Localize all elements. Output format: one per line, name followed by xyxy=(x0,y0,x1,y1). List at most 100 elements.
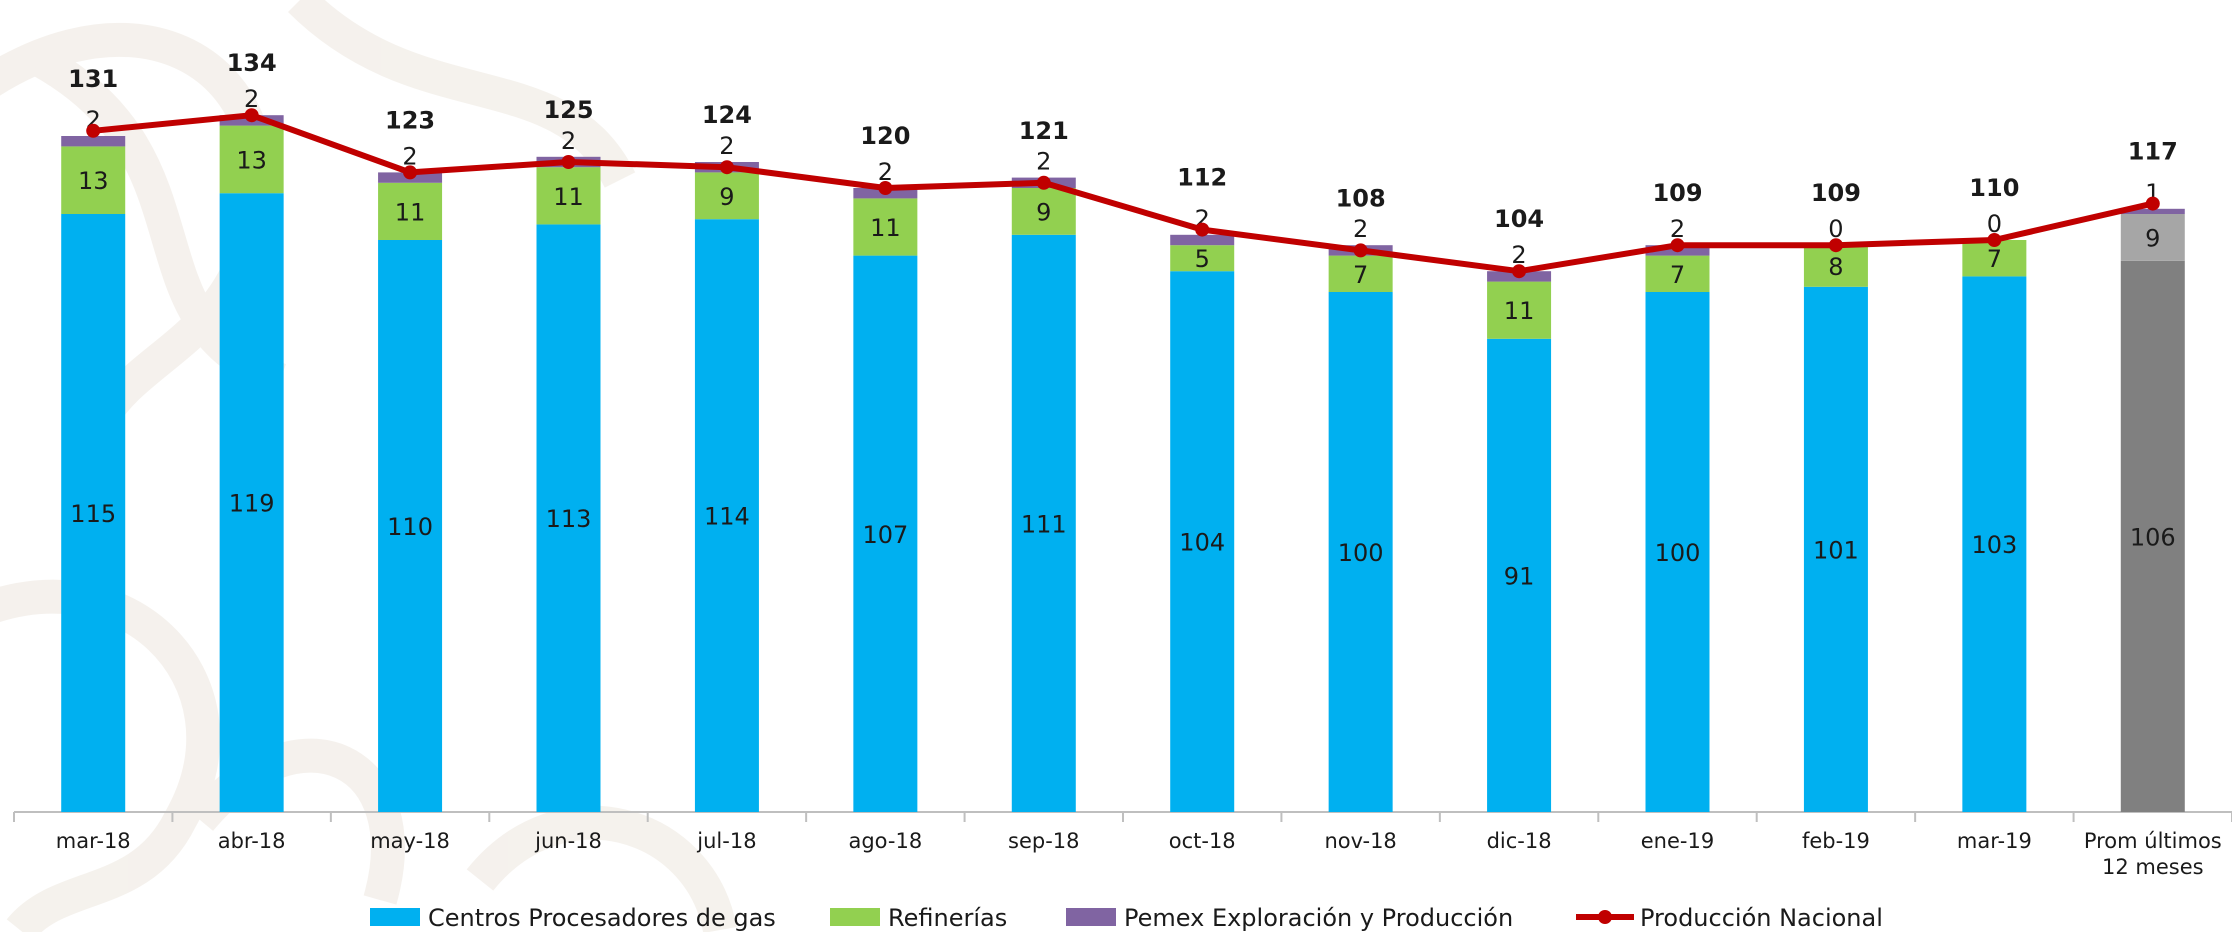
x-tick-label: ene-19 xyxy=(1641,829,1714,853)
total-value-label: 117 xyxy=(2128,138,2178,166)
legend-produccion-nacional-marker xyxy=(1598,910,1612,924)
x-tick-label: Prom últimos 12 meses xyxy=(2084,829,2222,879)
legend-pep: Pemex Exploración y Producción xyxy=(1066,904,1513,932)
total-value-label: 108 xyxy=(1336,184,1386,212)
pep-segment-13 xyxy=(2120,208,2185,214)
centros-procesadores-value-label: 101 xyxy=(1813,536,1859,564)
centros-procesadores-segment-8 xyxy=(1328,292,1393,812)
pep-value-label: 2 xyxy=(1511,241,1526,269)
centros-procesadores-value-label: 115 xyxy=(70,500,116,528)
refinerias-value-label: 9 xyxy=(719,183,734,211)
pep-segment-0 xyxy=(61,136,126,147)
refinerias-value-label: 13 xyxy=(236,146,267,174)
centros-procesadores-value-label: 107 xyxy=(862,521,908,549)
x-tick-label: ago-18 xyxy=(848,829,922,853)
refinerias-segment-3 xyxy=(536,167,601,225)
centros-procesadores-segment-3 xyxy=(536,224,601,812)
x-tick-label: jul-18 xyxy=(696,829,756,853)
centros-procesadores-segment-7 xyxy=(1170,271,1235,812)
x-tick-label: mar-19 xyxy=(1957,829,2032,853)
legend-centros-procesadores-label: Centros Procesadores de gas xyxy=(428,904,776,932)
x-tick-label: oct-18 xyxy=(1169,829,1236,853)
centros-procesadores-value-label: 100 xyxy=(1655,539,1701,567)
pep-value-label: 2 xyxy=(1670,215,1685,243)
refinerias-segment-8 xyxy=(1328,255,1393,292)
produccion-nacional-point xyxy=(719,160,734,175)
refinerias-segment-5 xyxy=(853,198,918,256)
legend-pep-swatch xyxy=(1066,908,1116,926)
produccion-nacional-point xyxy=(561,155,576,169)
centros-procesadores-segment-4 xyxy=(694,219,759,812)
legend-refinerias-swatch xyxy=(830,908,880,926)
total-value-label: 121 xyxy=(1019,117,1069,145)
total-value-label: 112 xyxy=(1177,164,1227,192)
centros-procesadores-value-label: 91 xyxy=(1504,562,1535,590)
x-tick-label: dic-18 xyxy=(1487,829,1552,853)
produccion-nacional-line xyxy=(92,112,2154,275)
refinerias-value-label: 5 xyxy=(1195,245,1210,273)
pep-value-label: 2 xyxy=(878,158,893,186)
refinerias-segment-2 xyxy=(378,182,443,240)
x-tick-label: feb-19 xyxy=(1802,829,1870,853)
produccion-nacional-point xyxy=(1353,243,1368,258)
produccion-nacional-point xyxy=(1195,222,1210,237)
pep-value-label: 0 xyxy=(1828,215,1843,243)
centros-procesadores-segment-5 xyxy=(853,255,918,813)
x-tick-label: sep-18 xyxy=(1008,829,1080,853)
centros-procesadores-value-label: 119 xyxy=(229,490,275,518)
x-tick-label: may-18 xyxy=(370,829,450,853)
legend-refinerias-label: Refinerías xyxy=(888,904,1007,932)
refinerias-value-label: 11 xyxy=(395,198,426,226)
refinerias-segment-10 xyxy=(1645,255,1710,292)
refinerias-value-label: 7 xyxy=(1353,261,1368,289)
refinerias-segment-7 xyxy=(1170,245,1235,272)
centros-procesadores-segment-1 xyxy=(219,193,284,812)
pep-segment-7 xyxy=(1170,234,1235,246)
pep-value-label: 2 xyxy=(1353,215,1368,243)
produccion-nacional-point xyxy=(1512,264,1527,279)
refinerias-value-label: 8 xyxy=(1828,253,1843,281)
total-value-label: 123 xyxy=(385,106,435,134)
total-value-label: 125 xyxy=(543,96,593,124)
produccion-nacional-point xyxy=(878,181,893,195)
centros-procesadores-segment-12 xyxy=(1962,276,2027,812)
pep-value-label: 2 xyxy=(244,85,259,113)
centros-procesadores-value-label: 103 xyxy=(1971,531,2017,559)
refinerias-value-label: 11 xyxy=(553,183,584,211)
refinerias-value-label: 7 xyxy=(1987,245,2002,273)
refinerias-segment-0 xyxy=(61,146,126,214)
centros-procesadores-value-label: 113 xyxy=(546,505,592,533)
refinerias-segment-6 xyxy=(1011,188,1076,235)
legend-centros-procesadores: Centros Procesadores de gas xyxy=(370,904,776,932)
total-value-label: 110 xyxy=(1969,174,2019,202)
legend-centros-procesadores-swatch xyxy=(370,908,420,926)
refinerias-value-label: 9 xyxy=(1036,198,1051,226)
centros-procesadores-value-label: 110 xyxy=(387,513,433,541)
pep-value-label: 2 xyxy=(719,132,734,160)
centros-procesadores-segment-6 xyxy=(1011,234,1076,813)
refinerias-value-label: 11 xyxy=(870,214,901,242)
centros-procesadores-value-label: 104 xyxy=(1179,529,1225,557)
centros-procesadores-value-label: 114 xyxy=(704,503,750,531)
refinerias-segment-9 xyxy=(1487,281,1552,339)
x-tick-label: jun-18 xyxy=(534,829,602,853)
produccion-nacional-point xyxy=(403,165,418,180)
produccion-nacional-point xyxy=(1036,175,1051,190)
total-value-label: 104 xyxy=(1494,205,1544,233)
centros-procesadores-segment-13 xyxy=(2120,260,2185,812)
refinerias-value-label: 9 xyxy=(2145,224,2160,252)
total-value-label: 109 xyxy=(1811,179,1861,207)
refinerias-value-label: 7 xyxy=(1670,261,1685,289)
refinerias-value-label: 13 xyxy=(78,167,109,195)
produccion-nacional-point xyxy=(244,108,259,123)
refinerias-segment-1 xyxy=(219,125,284,194)
pep-value-label: 2 xyxy=(1036,148,1051,176)
x-tick-label: nov-18 xyxy=(1324,829,1396,853)
legend-produccion-nacional-label: Producción Nacional xyxy=(1640,904,1883,932)
centros-procesadores-segment-10 xyxy=(1645,292,1710,812)
pep-value-label: 2 xyxy=(561,127,576,155)
produccion-nacional-point xyxy=(1828,238,1843,253)
legend-produccion-nacional: Producción Nacional xyxy=(1576,904,1883,932)
refinerias-value-label: 11 xyxy=(1504,297,1535,325)
